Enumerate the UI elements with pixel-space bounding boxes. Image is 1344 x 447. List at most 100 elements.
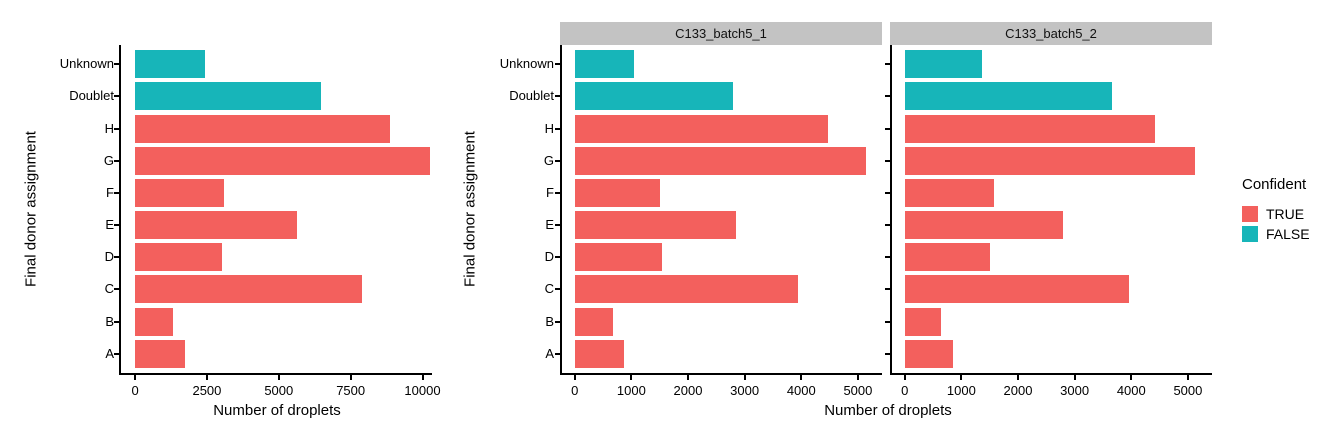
- y-tick-mark: [114, 159, 119, 162]
- x-tick-mark: [1130, 375, 1133, 380]
- legend-label-true: TRUE: [1266, 206, 1305, 222]
- bar-h: [904, 114, 1155, 143]
- bar-unknown: [135, 50, 205, 79]
- bar-h: [135, 114, 391, 143]
- y-tick-mark: [885, 191, 890, 194]
- left-y-axis-title: Final donor assignment: [22, 131, 40, 287]
- y-tick-mark: [114, 320, 119, 323]
- bar-b: [135, 307, 174, 336]
- bar-e: [904, 211, 1064, 240]
- y-tick-mark: [555, 191, 560, 194]
- category-label-d: D: [544, 249, 554, 265]
- x-tick-mark: [743, 375, 746, 380]
- bar-c: [574, 275, 799, 304]
- bar-unknown: [574, 50, 635, 79]
- category-label-f: F: [546, 184, 554, 200]
- x-tick-label: 0: [571, 383, 579, 398]
- y-tick-mark: [885, 256, 890, 259]
- y-tick-mark: [114, 224, 119, 227]
- category-label-f: F: [106, 184, 114, 200]
- x-tick-label: 1000: [616, 383, 646, 398]
- bar-c: [135, 275, 363, 304]
- category-label-doublet: Doublet: [69, 88, 114, 104]
- bar-f: [574, 178, 660, 207]
- bar-unknown: [904, 50, 983, 79]
- y-tick-mark: [114, 288, 119, 291]
- legend-swatch-false-icon: [1242, 226, 1258, 242]
- bar-doublet: [904, 82, 1113, 111]
- y-tick-mark: [555, 256, 560, 259]
- y-tick-mark: [885, 63, 890, 66]
- legend: Confident TRUE FALSE: [1242, 176, 1310, 246]
- x-tick-mark: [1186, 375, 1189, 380]
- bar-d: [904, 243, 990, 272]
- x-tick-mark: [687, 375, 690, 380]
- x-tick-mark: [349, 375, 352, 380]
- bar-c: [904, 275, 1130, 304]
- x-tick-mark: [903, 375, 906, 380]
- y-tick-mark: [114, 95, 119, 98]
- facet-panel-1: 0 1000 2000 3000 4000 5000: [555, 45, 882, 398]
- bar-d: [574, 243, 662, 272]
- bar-a: [904, 339, 953, 368]
- legend-label-false: FALSE: [1266, 226, 1310, 242]
- category-label-a: A: [105, 345, 114, 361]
- x-tick-label: 0: [901, 383, 909, 398]
- bar-e: [135, 211, 298, 240]
- x-tick-mark: [277, 375, 280, 380]
- left-x-axis-title: Number of droplets: [213, 402, 341, 419]
- category-label-h: H: [544, 120, 554, 136]
- category-label-e: E: [545, 217, 554, 233]
- x-tick-label: 2500: [192, 383, 222, 398]
- legend-title: Confident: [1242, 176, 1307, 193]
- right-y-axis-labels: Unknown Doublet H G F E D C B A: [480, 45, 554, 373]
- bar-doublet: [574, 82, 734, 111]
- category-label-d: D: [104, 249, 114, 265]
- y-tick-mark: [555, 352, 560, 355]
- x-tick-mark: [960, 375, 963, 380]
- x-tick-mark: [630, 375, 633, 380]
- x-tick-mark: [205, 375, 208, 380]
- y-tick-mark: [885, 224, 890, 227]
- y-tick-mark: [555, 320, 560, 323]
- x-tick-label: 3000: [730, 383, 760, 398]
- category-label-unknown: Unknown: [499, 56, 554, 72]
- category-label-b: B: [105, 313, 114, 329]
- y-tick-mark: [114, 191, 119, 194]
- bar-a: [135, 339, 185, 368]
- category-label-unknown: Unknown: [59, 56, 114, 72]
- y-tick-mark: [885, 288, 890, 291]
- bar-a: [574, 339, 624, 368]
- bar-d: [135, 243, 223, 272]
- category-label-g: G: [543, 152, 554, 168]
- x-tick-label: 10000: [404, 383, 441, 398]
- x-tick-mark: [421, 375, 424, 380]
- x-tick-label: 2000: [673, 383, 703, 398]
- facet-panel-2: 0 1000 2000 3000 4000 5000: [885, 45, 1212, 398]
- x-tick-label: 3000: [1060, 383, 1090, 398]
- x-tick-mark: [573, 375, 576, 380]
- y-tick-mark: [555, 288, 560, 291]
- legend-entry-true: TRUE: [1242, 206, 1310, 222]
- right-y-axis-title: Final donor assignment: [461, 131, 479, 287]
- y-tick-mark: [555, 127, 560, 130]
- category-label-g: G: [103, 152, 114, 168]
- category-label-doublet: Doublet: [509, 88, 554, 104]
- y-tick-mark: [885, 95, 890, 98]
- bar-f: [904, 178, 995, 207]
- bar-g: [135, 146, 431, 175]
- bar-f: [135, 178, 224, 207]
- y-tick-mark: [885, 127, 890, 130]
- legend-entry-false: FALSE: [1242, 226, 1310, 242]
- y-tick-mark: [114, 352, 119, 355]
- bar-g: [904, 146, 1195, 175]
- y-tick-mark: [885, 159, 890, 162]
- category-label-a: A: [545, 345, 554, 361]
- legend-swatch-true-icon: [1242, 206, 1258, 222]
- y-tick-mark: [555, 63, 560, 66]
- y-tick-mark: [555, 224, 560, 227]
- x-tick-mark: [800, 375, 803, 380]
- y-tick-mark: [885, 320, 890, 323]
- x-tick-mark: [856, 375, 859, 380]
